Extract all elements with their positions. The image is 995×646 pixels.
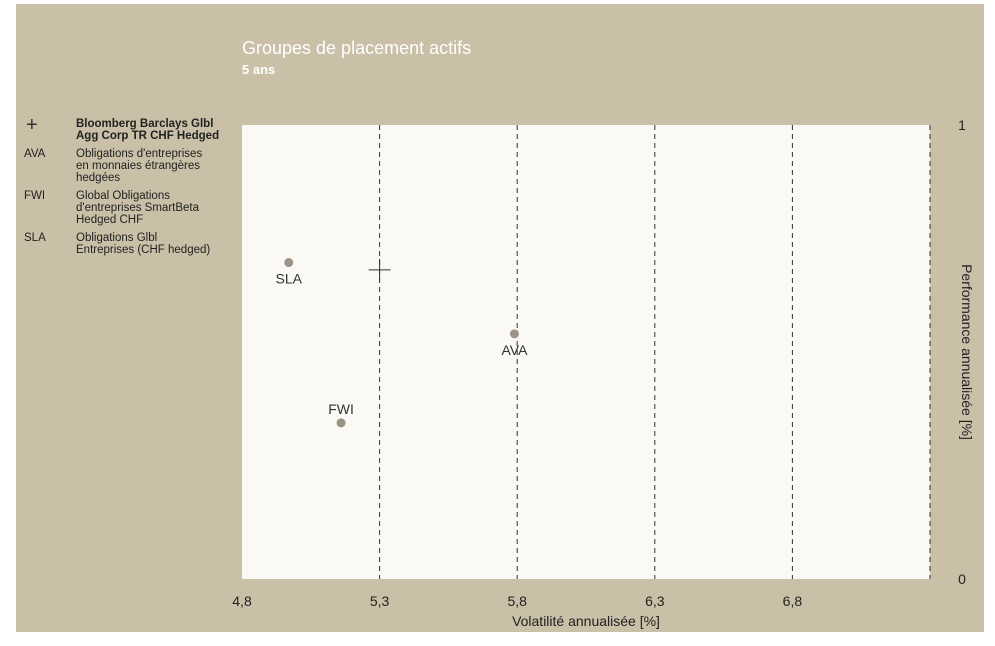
x-tick-label: 6,8 — [783, 593, 803, 609]
chart-panel: Groupes de placement actifs 5 ans + Bloo… — [16, 4, 984, 632]
x-tick-label: 5,3 — [370, 593, 390, 609]
x-axis-title: Volatilité annualisée [%] — [512, 613, 660, 629]
scatter-chart: 4,8 5,3 5,8 6,3 6,8 0 1 SLA AVA FWI Volatilité … — [16, 4, 984, 632]
x-tick-labels: 4,8 5,3 5,8 6,3 6,8 — [232, 593, 802, 609]
data-point-ava — [510, 329, 519, 338]
point-label-ava: AVA — [501, 342, 528, 358]
point-label-fwi: FWI — [328, 401, 354, 417]
point-label-sla: SLA — [276, 271, 303, 287]
y-tick-label: 0 — [958, 571, 966, 587]
data-point-sla — [284, 258, 293, 267]
x-tick-label: 4,8 — [232, 593, 252, 609]
x-tick-label: 6,3 — [645, 593, 665, 609]
data-point-fwi — [337, 418, 346, 427]
y-tick-label: 1 — [958, 117, 966, 133]
y-axis-title: Performance annualisée [%] — [959, 264, 975, 440]
x-tick-label: 5,8 — [507, 593, 527, 609]
plot-area — [242, 125, 930, 579]
